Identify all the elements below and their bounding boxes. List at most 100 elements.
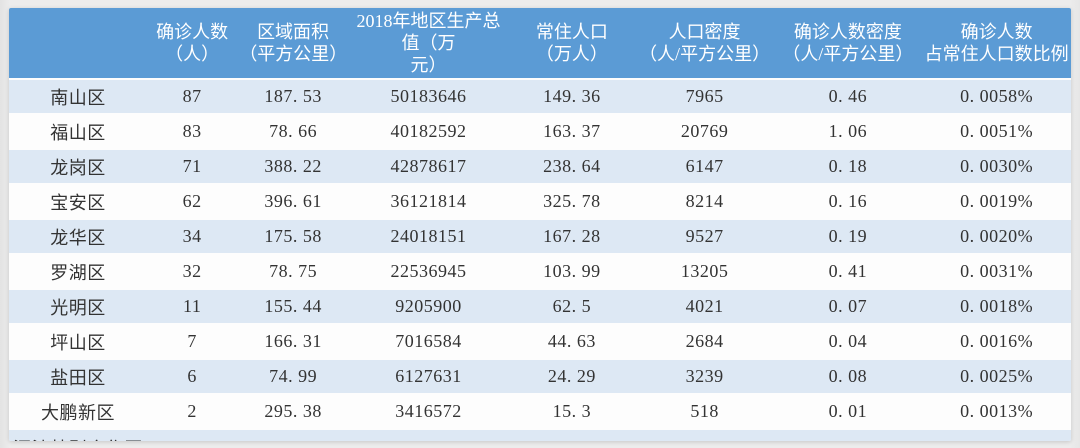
cell-district: 福山区 [9, 115, 148, 150]
cell-area: 396. 61 [237, 185, 349, 220]
cell-case-density: – [773, 430, 923, 441]
cell-gdp-2018: 36121814 [348, 185, 509, 220]
cell-population-density: 2684 [635, 325, 774, 360]
cell-resident-population: 149. 36 [508, 80, 636, 115]
cell-case-density: 0. 46 [773, 80, 923, 115]
cell-population-density: 8214 [635, 185, 774, 220]
cell-resident-population: 238. 64 [508, 150, 636, 185]
cell-case-ratio: 0. 0025% [922, 360, 1071, 395]
cell-case-ratio: 0. 0016% [922, 325, 1071, 360]
cell-area: 295. 38 [237, 395, 349, 430]
cell-case-density: 0. 19 [773, 220, 923, 255]
cell-district: 龙华区 [9, 220, 148, 255]
cell-population-density: – [635, 430, 774, 441]
header-area: 区域面积 （平方公里） [237, 8, 349, 80]
table-row: 福山区 83 78. 66 40182592 163. 37 20769 1. … [9, 115, 1071, 150]
cell-confirmed-cases: 2 [147, 395, 238, 430]
table-row: 龙华区 34 175. 58 24018151 167. 28 9527 0. … [9, 220, 1071, 255]
table-row: 罗湖区 32 78. 75 22536945 103. 99 13205 0. … [9, 255, 1071, 290]
cell-case-ratio: 0. 0030% [922, 150, 1071, 185]
cell-district: 大鹏新区 [9, 395, 148, 430]
cell-district: 宝安区 [9, 185, 148, 220]
cell-district: 龙岗区 [9, 150, 148, 185]
header-case-density: 确诊人数密度 （人/平方公里） [773, 8, 923, 80]
cell-confirmed-cases: 71 [147, 150, 238, 185]
table-row: 大鹏新区 2 295. 38 3416572 15. 3 518 0. 01 0… [9, 395, 1071, 430]
cell-confirmed-cases: 32 [147, 255, 238, 290]
table-row: 光明区 11 155. 44 9205900 62. 5 4021 0. 07 … [9, 290, 1071, 325]
cell-case-ratio: – [922, 430, 1071, 441]
cell-case-density: 0. 41 [773, 255, 923, 290]
table-row: 宝安区 62 396. 61 36121814 325. 78 8214 0. … [9, 185, 1071, 220]
cell-resident-population: 62. 5 [508, 290, 636, 325]
table-row: 龙岗区 71 388. 22 42878617 238. 64 6147 0. … [9, 150, 1071, 185]
cell-area: 78. 66 [237, 115, 349, 150]
cell-population-density: 518 [635, 395, 774, 430]
cell-case-ratio: 0. 0020% [922, 220, 1071, 255]
district-stats-table: 确诊人数 （人） 区域面积 （平方公里） 2018年地区生产总值（万 元） 常住… [9, 8, 1071, 441]
cell-area: – [237, 430, 349, 441]
cell-gdp-2018: 7016584 [348, 325, 509, 360]
cell-area: 187. 53 [237, 80, 349, 115]
cell-resident-population: 325. 78 [508, 185, 636, 220]
cell-case-density: 1. 06 [773, 115, 923, 150]
header-confirmed-cases: 确诊人数 （人） [147, 8, 238, 80]
cell-case-density: 0. 16 [773, 185, 923, 220]
cell-case-density: 0. 01 [773, 395, 923, 430]
cell-gdp-2018: 3416572 [348, 395, 509, 430]
cell-population-density: 9527 [635, 220, 774, 255]
cell-district: 光明区 [9, 290, 148, 325]
cell-district: 盐田区 [9, 360, 148, 395]
cell-resident-population: 24. 29 [508, 360, 636, 395]
table-row: 盐田区 6 74. 99 6127631 24. 29 3239 0. 08 0… [9, 360, 1071, 395]
cell-population-density: 20769 [635, 115, 774, 150]
header-gdp-2018: 2018年地区生产总值（万 元） [348, 8, 509, 80]
cell-gdp-2018: 40182592 [348, 115, 509, 150]
table-row: 南山区 87 187. 53 50183646 149. 36 7965 0. … [9, 80, 1071, 115]
cell-area: 388. 22 [237, 150, 349, 185]
table-header: 确诊人数 （人） 区域面积 （平方公里） 2018年地区生产总值（万 元） 常住… [9, 8, 1071, 80]
cell-gdp-2018: 531319 [348, 430, 509, 441]
cell-confirmed-cases: 83 [147, 115, 238, 150]
cell-confirmed-cases: 11 [147, 290, 238, 325]
cell-gdp-2018: 42878617 [348, 150, 509, 185]
cell-district: 坪山区 [9, 325, 148, 360]
cell-district: 罗湖区 [9, 255, 148, 290]
cell-confirmed-cases: 34 [147, 220, 238, 255]
cell-population-density: 7965 [635, 80, 774, 115]
cell-gdp-2018: 9205900 [348, 290, 509, 325]
cell-confirmed-cases: 62 [147, 185, 238, 220]
cell-resident-population: 7. 51 [508, 430, 636, 441]
table-row: 坪山区 7 166. 31 7016584 44. 63 2684 0. 04 … [9, 325, 1071, 360]
cell-district: 深汕特别合作区 [9, 430, 148, 441]
cell-case-ratio: 0. 0058% [922, 80, 1071, 115]
cell-case-ratio: 0. 0018% [922, 290, 1071, 325]
cell-confirmed-cases: 6 [147, 360, 238, 395]
cell-resident-population: 167. 28 [508, 220, 636, 255]
cell-gdp-2018: 24018151 [348, 220, 509, 255]
header-district [9, 8, 148, 80]
cell-population-density: 4021 [635, 290, 774, 325]
cell-area: 175. 58 [237, 220, 349, 255]
cell-case-density: 0. 07 [773, 290, 923, 325]
district-stats-table-container: 确诊人数 （人） 区域面积 （平方公里） 2018年地区生产总值（万 元） 常住… [9, 8, 1071, 441]
cell-area: 74. 99 [237, 360, 349, 395]
cell-gdp-2018: 50183646 [348, 80, 509, 115]
header-resident-population: 常住人口 （万人） [508, 8, 636, 80]
cell-population-density: 6147 [635, 150, 774, 185]
cell-resident-population: 44. 63 [508, 325, 636, 360]
table-body: 南山区 87 187. 53 50183646 149. 36 7965 0. … [9, 80, 1071, 441]
cell-gdp-2018: 6127631 [348, 360, 509, 395]
cell-area: 155. 44 [237, 290, 349, 325]
cell-population-density: 3239 [635, 360, 774, 395]
cell-confirmed-cases: 0 [147, 430, 238, 441]
cell-resident-population: 15. 3 [508, 395, 636, 430]
cell-confirmed-cases: 87 [147, 80, 238, 115]
cell-confirmed-cases: 7 [147, 325, 238, 360]
cell-district: 南山区 [9, 80, 148, 115]
cell-case-ratio: 0. 0019% [922, 185, 1071, 220]
header-row: 确诊人数 （人） 区域面积 （平方公里） 2018年地区生产总值（万 元） 常住… [9, 8, 1071, 80]
cell-case-density: 0. 18 [773, 150, 923, 185]
cell-gdp-2018: 22536945 [348, 255, 509, 290]
